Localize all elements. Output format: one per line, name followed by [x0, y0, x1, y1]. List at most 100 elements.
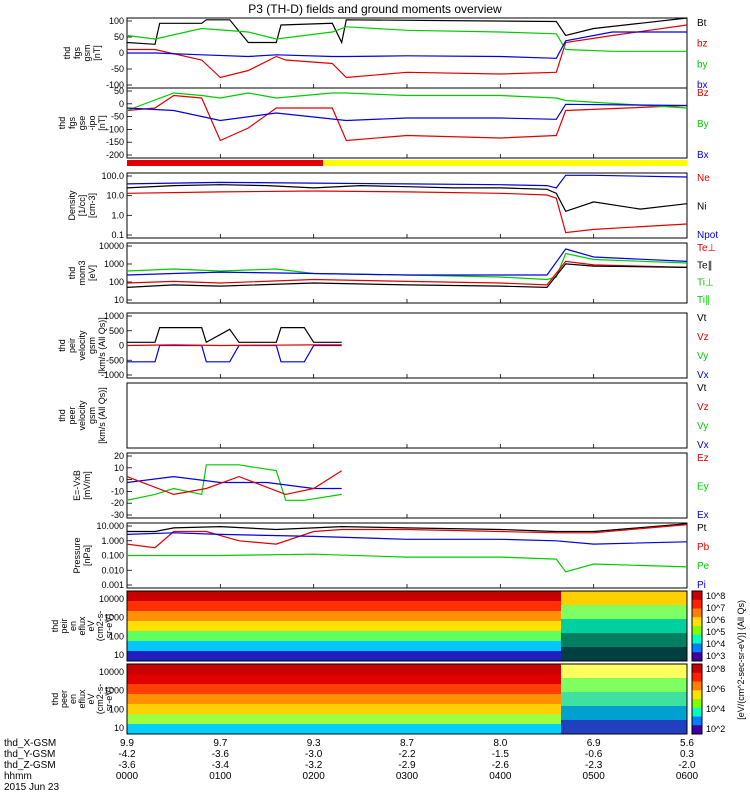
ytick-label: -200 — [106, 150, 124, 160]
colorbar-segment — [692, 725, 702, 735]
ephemeris-value: 9.9 — [120, 738, 134, 749]
colorbar-frame — [691, 663, 703, 735]
legend-Pt: Pt — [697, 523, 707, 534]
spectrogram-frame-peer_en_eflux — [126, 663, 688, 735]
spectrogram-band — [127, 601, 561, 612]
ylabel-line: thd — [50, 620, 60, 633]
colorbar-segment — [692, 617, 702, 627]
ytick-label: 100 — [109, 631, 124, 641]
ytick-label: -30 — [111, 510, 124, 520]
legend-Bx: Bx — [697, 150, 709, 161]
ytick-label: 10000 — [99, 667, 124, 677]
series-fgs2-Bx — [126, 103, 688, 122]
colorbar-tick: 10^6 — [706, 615, 725, 625]
ytick-label: 10.0 — [106, 191, 124, 201]
series-temp-Ti — [126, 252, 688, 281]
colorbar-segment — [692, 591, 702, 601]
panel-ylabel-fgs2: thd fgs gse -ipo [nT] — [57, 115, 107, 131]
series-temp-Te — [126, 260, 688, 286]
ytick-label: 20 — [114, 451, 124, 461]
ylabel-line: [mV/m] — [82, 471, 92, 500]
ephemeris-value: -2.3 — [585, 760, 603, 771]
series-fgs2-By — [126, 92, 688, 112]
ytick-label: 0 — [119, 99, 124, 109]
ephemeris-value: -2.9 — [398, 760, 416, 771]
ylabel-line: (cm2-s- — [95, 684, 105, 715]
ephemeris-value: 6.9 — [587, 738, 601, 749]
spectrogram-band — [127, 684, 561, 695]
series-pressure-Pe — [127, 553, 688, 573]
ytick-label: 100 — [109, 704, 124, 714]
panel-ylabel-density: Density [1/cc] [cm-3] — [67, 190, 97, 221]
legend-Bz: Bz — [697, 88, 709, 99]
spectrogram-band — [561, 619, 687, 634]
ephemeris-value: -0.6 — [585, 749, 603, 760]
ephemeris-value: 0200 — [303, 771, 326, 782]
spectrogram-band — [127, 704, 561, 715]
ylabel-line: [nT] — [97, 115, 107, 131]
ylabel-line: en — [68, 621, 78, 631]
ylabel-line: [eV] — [87, 265, 97, 281]
legend-Ez: Ez — [697, 453, 709, 464]
series-peir_v-Vz — [126, 344, 342, 347]
ylabel-line: thd — [57, 117, 67, 130]
colorbar-tick: 10^5 — [706, 627, 725, 637]
legend-Vz: Vz — [697, 332, 709, 343]
colorbar-tick: 10^6 — [706, 684, 725, 694]
ephemeris-value: 9.3 — [307, 738, 321, 749]
ytick-label: 10.000 — [96, 521, 124, 531]
ylabel-line: [km/s (All Qs)] — [97, 317, 107, 374]
spectrogram-band — [561, 664, 687, 679]
colorbar-tick: 10^3 — [706, 651, 725, 661]
colorbar-tick: 10^7 — [706, 603, 725, 613]
ytick-label: 100 — [109, 16, 124, 26]
spectrogram-band — [561, 591, 687, 606]
status-bar-red — [127, 160, 323, 166]
spectrogram-band — [127, 664, 561, 675]
ytick-label: -100 — [106, 80, 124, 90]
colorbar-segment — [692, 690, 702, 700]
legend-Pe: Pe — [697, 561, 710, 572]
ephemeris-value: -3.6 — [118, 760, 136, 771]
ephemeris-value: -1.5 — [492, 749, 510, 760]
ytick-label: 10000 — [99, 594, 124, 604]
panel-frame-fgs — [126, 17, 688, 89]
legend-Ti⊥: Ti⊥ — [697, 278, 714, 289]
ytick-label: 10 — [114, 650, 124, 660]
ylabel-line: [nPa] — [82, 545, 92, 566]
spectrogram-band — [561, 678, 687, 693]
ephemeris-value: 0000 — [116, 771, 139, 782]
ytick-label: 50 — [114, 86, 124, 96]
series-density-Npot — [126, 174, 688, 189]
spectrogram-band — [127, 621, 561, 632]
ytick-label: -20 — [111, 498, 124, 508]
ytick-label: 0.100 — [101, 551, 124, 561]
series-efield-Ez — [126, 470, 343, 496]
colorbar-segment — [692, 634, 702, 644]
ylabel-line: velocity — [77, 330, 87, 361]
legend-By: By — [697, 119, 709, 130]
colorbar-segment — [692, 681, 702, 691]
ephemeris-value: 9.7 — [213, 738, 227, 749]
spectrogram-band — [127, 714, 561, 725]
spectrogram-band — [127, 611, 561, 622]
colorbar-segment — [692, 664, 702, 674]
spectrogram-band — [561, 692, 687, 707]
series-density-Ni — [126, 184, 688, 213]
series-efield-Ex — [126, 475, 342, 490]
legend-bz: bz — [697, 39, 708, 50]
series-temp-Tepar — [126, 263, 688, 289]
panel-frame-peer_v — [126, 382, 688, 449]
ylabel-line: en — [68, 694, 78, 704]
ephemeris-value: -2.0 — [678, 760, 696, 771]
colorbar-tick: 10^4 — [706, 639, 725, 649]
colorbar-segment — [692, 699, 702, 709]
ylabel-line: [1/cc] — [77, 195, 87, 217]
spectrogram-band — [127, 591, 561, 602]
ephemeris-label: thd_X-GSM — [4, 738, 56, 749]
ytick-label: -50 — [111, 112, 124, 122]
series-fgs-by — [126, 26, 687, 52]
ytick-label: -10 — [111, 486, 124, 496]
panel-ylabel-fgs: thd fgs gsm [nT] — [62, 44, 102, 61]
